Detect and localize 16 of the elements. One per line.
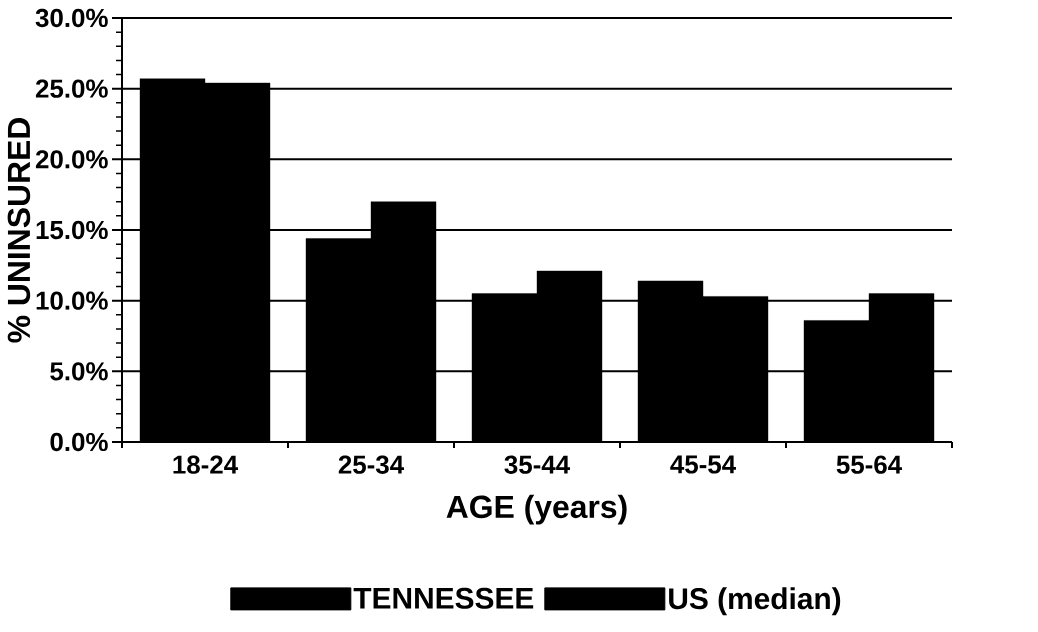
x-tick-label: 25-34 bbox=[338, 455, 404, 474]
y-tick-label: 30.0% bbox=[35, 8, 108, 28]
legend-label: US (median) bbox=[669, 587, 841, 616]
y-tick-label: 25.0% bbox=[35, 79, 108, 98]
x-tick-label: 55-64 bbox=[836, 455, 902, 474]
x-tick-label: 45-54 bbox=[670, 455, 736, 474]
y-tick-label: 0.0% bbox=[50, 432, 108, 452]
legend-label: TENNESSEE bbox=[353, 587, 534, 609]
y-tick-label: 20.0% bbox=[35, 150, 108, 169]
x-axis-title: AGE (years) bbox=[446, 494, 627, 525]
x-tick-label: 18-24 bbox=[173, 455, 238, 474]
y-tick-label: 15.0% bbox=[36, 220, 108, 240]
y-axis-title: % UNINSURED bbox=[7, 118, 31, 343]
y-tick-label: 10.0% bbox=[36, 291, 108, 310]
y-tick-label: 5.0% bbox=[50, 362, 108, 381]
x-tick-label: 35-44 bbox=[504, 455, 570, 474]
